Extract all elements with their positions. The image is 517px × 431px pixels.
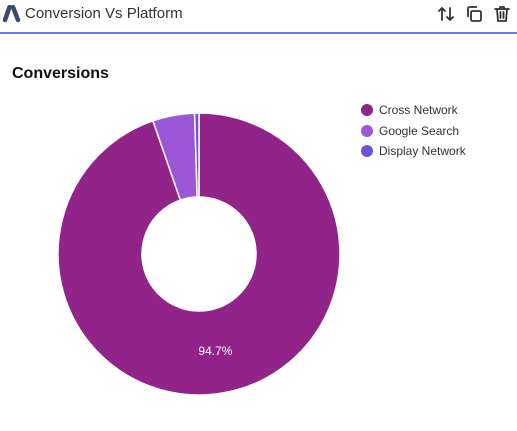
legend-swatch xyxy=(361,145,373,158)
duplicate-button[interactable] xyxy=(464,4,484,24)
chart-legend: Cross Network Google Search Display Networ… xyxy=(361,100,466,162)
slice-display-network[interactable] xyxy=(193,112,200,198)
slice-cross-network[interactable] xyxy=(57,112,341,396)
legend-label: Cross Network xyxy=(379,103,458,118)
legend-swatch xyxy=(361,124,373,137)
legend-swatch xyxy=(361,104,373,117)
delete-button[interactable] xyxy=(492,4,512,24)
legend-label: Google Search xyxy=(379,123,460,138)
legend-item[interactable]: Display Network xyxy=(361,141,466,162)
sort-button[interactable] xyxy=(436,4,456,24)
widget-header: Conversion Vs Platform xyxy=(0,0,517,34)
sort-icon xyxy=(438,7,454,21)
duplicate-icon xyxy=(467,6,482,22)
legend-item[interactable]: Cross Network xyxy=(361,100,466,121)
legend-label: Display Network xyxy=(379,144,466,159)
delete-icon xyxy=(494,6,510,22)
legend-item[interactable]: Google Search xyxy=(361,121,466,142)
widget-title: Conversion Vs Platform xyxy=(25,5,183,22)
data-label: 94.7% xyxy=(198,344,232,358)
google-ads-logo-icon xyxy=(3,5,21,23)
chart-title: Conversions xyxy=(12,65,109,82)
